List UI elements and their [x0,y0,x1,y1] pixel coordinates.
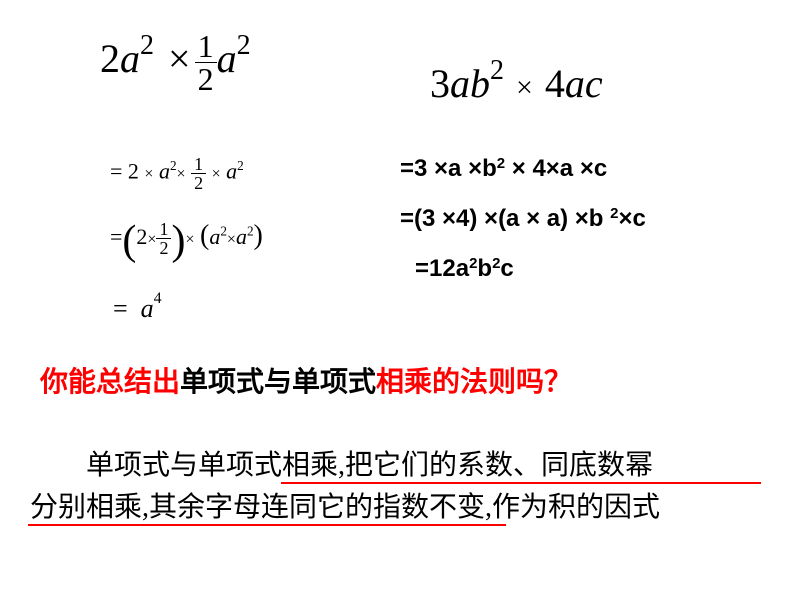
rule-line1: 单项式与单项式相乘,把它们的系数、同底数幂 [86,450,653,481]
var-a: a [159,159,170,184]
top-right-expression: 3ab2 × 4ac [430,55,603,107]
times2: × [177,166,186,183]
q-red1: 你能总结出 [40,367,180,398]
rparen: ) [171,225,185,259]
eq: = [110,159,122,184]
pre: =12a [415,255,469,282]
lparen: ( [122,225,136,259]
rule-text: 单项式与单项式相乘,把它们的系数、同底数幂 分别相乘,其余字母连同它的指数不变,… [30,445,770,529]
exp4: 4 [154,290,162,307]
exp: 2 [170,158,177,173]
var-a2: a [226,159,237,184]
var-a: a [141,294,154,323]
var-a: a [209,224,220,249]
post: ×c [618,205,645,232]
right-step-3: =12a2b2c [415,255,514,283]
exp-2: 2 [140,30,154,61]
var-a2: a [565,61,585,106]
times-op: × [514,71,535,104]
exp2: 2 [247,224,254,239]
pre: =(3 ×4) ×(a × a) ×b [400,205,610,232]
fd: 2 [191,174,206,192]
times2: × [185,231,194,248]
post: × 4×a ×c [505,155,607,182]
times3: × [227,231,236,248]
right-step-1: =3 ×a ×b2 × 4×a ×c [400,155,607,183]
left-step-2: =(2×12)× (a2×a2) [110,220,263,259]
right-step-2: =(3 ×4) ×(a × a) ×b 2×c [400,205,646,233]
eq: = [113,294,128,323]
q-black: 单项式与单项式 [180,367,376,398]
q-red2: 相乘的法则吗 [376,367,544,398]
post: c [500,255,513,282]
exp-2: 2 [490,55,504,86]
question-line: 你能总结出单项式与单项式相乘的法则吗？ [40,360,572,400]
var-b: b [470,61,490,106]
underline-2 [28,524,506,526]
coef: 2 [100,36,120,81]
rule-line2: 分别相乘,其余字母连同它的指数不变,作为积的因式 [30,492,660,523]
exp-2b: 2 [237,30,251,61]
mid: b [477,255,492,282]
times3: × [212,166,221,183]
var-a2: a [236,224,247,249]
frac: 12 [156,220,171,257]
q-mark: ？ [544,366,572,397]
var-a: a [450,61,470,106]
coef-4: 4 [545,61,565,106]
frac: 12 [191,155,206,192]
fraction-half: 12 [195,30,217,95]
left-step-3: = a4 [113,290,162,324]
times: × [147,231,156,248]
underline-1 [281,482,761,484]
exp2: 2 [237,158,244,173]
exp: 2 [220,224,227,239]
eq: = [110,224,122,249]
top-left-expression: 2a2 ×12a2 [100,30,251,95]
frac-num: 1 [195,30,217,63]
frac-den: 2 [195,63,217,95]
fn: 1 [156,220,171,239]
pre: =3 ×a ×b [400,155,497,182]
fd: 2 [156,239,171,257]
var-c: c [585,61,603,106]
two: 2 [136,224,147,249]
left-step-1: = 2 × a2× 12 × a2 [110,155,244,192]
var-a: a [120,36,140,81]
fn: 1 [191,155,206,174]
times: × [144,166,153,183]
var-a2: a [217,36,237,81]
num2: 2 [128,159,139,184]
times-op: × [164,36,195,81]
rparen2: ) [254,220,263,251]
coef-3: 3 [430,61,450,106]
lparen2: ( [200,220,209,251]
exp: 2 [497,155,505,172]
